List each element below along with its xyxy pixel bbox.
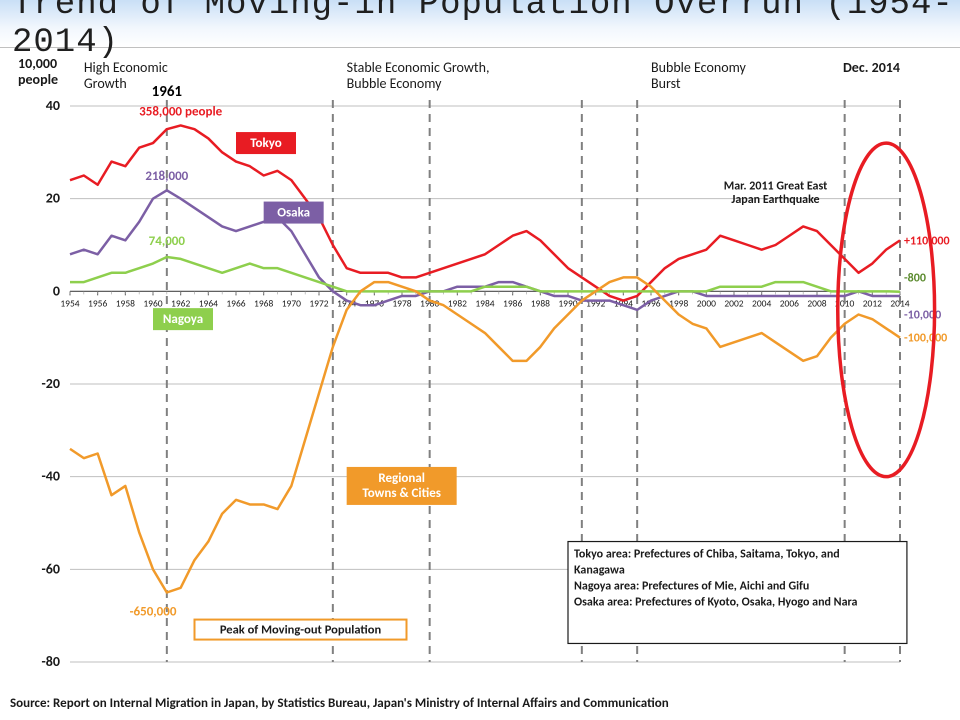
svg-text:1984: 1984 [475, 297, 494, 309]
svg-text:Peak of Moving-out Population: Peak of Moving-out Population [220, 623, 382, 638]
svg-text:358,000 people: 358,000 people [139, 104, 223, 119]
svg-text:Dec. 2014: Dec. 2014 [843, 59, 900, 76]
svg-text:Stable Economic Growth,Bubble: Stable Economic Growth,Bubble Economy [347, 59, 490, 92]
svg-text:1958: 1958 [116, 297, 135, 309]
svg-text:Osaka area: Prefectures of Ky: Osaka area: Prefectures of Kyoto, Osaka,… [574, 596, 858, 610]
svg-text:1988: 1988 [531, 297, 550, 309]
svg-text:40: 40 [46, 97, 60, 114]
svg-text:2000: 2000 [697, 297, 716, 309]
chart-title-bar: Trend of Moving-in Population Overrun (1… [0, 0, 960, 48]
svg-text:-20: -20 [42, 375, 60, 392]
svg-text:Osaka: Osaka [277, 206, 310, 221]
svg-text:2002: 2002 [724, 297, 743, 309]
svg-text:1982: 1982 [448, 297, 467, 309]
svg-text:1964: 1964 [199, 297, 218, 309]
svg-text:1954: 1954 [60, 297, 79, 309]
svg-text:Tokyo area: Prefectures of Chi: Tokyo area: Prefectures of Chiba, Saitam… [574, 548, 840, 562]
svg-text:-60: -60 [42, 560, 60, 577]
svg-text:Nagoya area: Prefectures of Mi: Nagoya area: Prefectures of Mie, Aichi a… [574, 580, 809, 594]
svg-text:1956: 1956 [88, 297, 107, 309]
svg-text:20: 20 [46, 190, 60, 207]
svg-text:2008: 2008 [807, 297, 826, 309]
svg-text:-80: -80 [42, 653, 60, 670]
svg-text:1968: 1968 [254, 297, 273, 309]
svg-text:-40: -40 [42, 468, 60, 485]
svg-text:1970: 1970 [282, 297, 301, 309]
svg-text:Mar. 2011 Great EastJapan Eart: Mar. 2011 Great EastJapan Earthquake [724, 179, 828, 207]
svg-text:1992: 1992 [586, 297, 605, 309]
svg-text:Kanagawa: Kanagawa [574, 564, 625, 578]
svg-text:10,000people: 10,000people [18, 55, 58, 88]
svg-text:1966: 1966 [226, 297, 245, 309]
svg-text:-650,000: -650,000 [130, 605, 177, 620]
svg-text:2006: 2006 [780, 297, 799, 309]
svg-text:-800: -800 [904, 271, 926, 285]
svg-text:1972: 1972 [309, 297, 328, 309]
svg-text:Nagoya: Nagoya [163, 312, 203, 327]
svg-text:1962: 1962 [171, 297, 190, 309]
source-line: Source: Report on Internal Migration in … [10, 696, 669, 711]
svg-text:218,000: 218,000 [145, 169, 188, 184]
svg-text:+110,000: +110,000 [904, 234, 950, 248]
svg-text:Bubble EconomyBurst: Bubble EconomyBurst [651, 59, 747, 92]
svg-text:0: 0 [53, 282, 60, 299]
svg-text:Tokyo: Tokyo [250, 136, 282, 151]
svg-text:74,000: 74,000 [149, 234, 186, 249]
population-chart: -80 -60 -40 -20 0 20 40 1954 1956 1958 1960 1962 196… [10, 48, 950, 688]
svg-text:2012: 2012 [863, 297, 882, 309]
svg-text:2004: 2004 [752, 297, 771, 309]
svg-text:1986: 1986 [503, 297, 522, 309]
svg-text:1961: 1961 [152, 83, 183, 101]
svg-text:1960: 1960 [143, 297, 162, 309]
svg-text:-100,000: -100,000 [904, 332, 947, 346]
chart-title: Trend of Moving-in Population Overrun (1… [12, 0, 960, 62]
